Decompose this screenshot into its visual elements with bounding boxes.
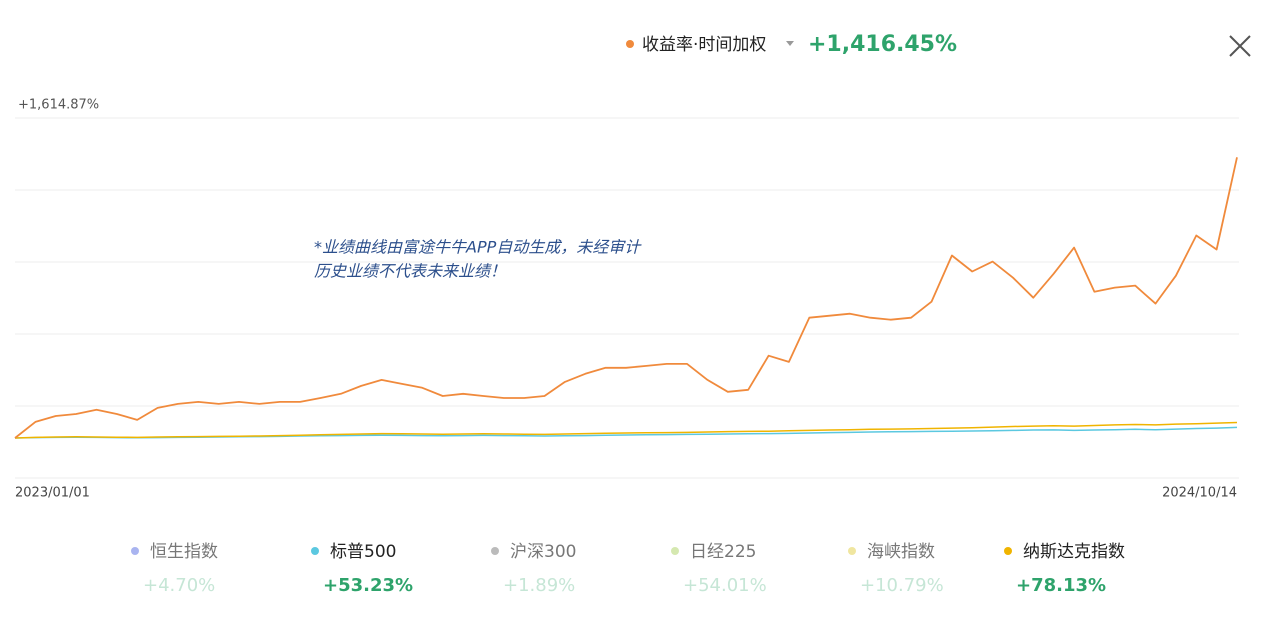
legend-name[interactable]: 海峡指数 [867, 542, 935, 562]
dropdown-arrow[interactable] [786, 41, 794, 46]
legend-name[interactable]: 沪深300 [510, 542, 576, 562]
x-tick-label: 2023/01/01 [15, 486, 90, 501]
legend-name[interactable]: 标普500 [330, 542, 396, 562]
legend-name[interactable]: 日经225 [690, 542, 756, 562]
y-tick-label: +1,614.87% [18, 98, 99, 113]
legend-return: +10.79% [860, 575, 944, 596]
legend-dot [1004, 547, 1012, 555]
legend-dot [311, 547, 319, 555]
annotation: 历史业绩不代表未来业绩！ [314, 262, 506, 281]
legend-return: +53.23% [323, 575, 413, 596]
legend-return: +4.70% [143, 575, 215, 596]
annotation: *业绩曲线由富途牛牛APP自动生成，未经审计 [314, 238, 642, 257]
legend-name[interactable]: 恒生指数 [150, 542, 218, 562]
legend-name[interactable]: 纳斯达克指数 [1023, 542, 1125, 562]
legend-dot [671, 547, 679, 555]
x-tick-label: 2024/10/14 [1162, 486, 1237, 501]
close-button[interactable] [1229, 35, 1251, 57]
series-line [14, 157, 1238, 439]
header-dot [626, 40, 634, 48]
legend-dot [848, 547, 856, 555]
legend-return: +1.89% [503, 575, 575, 596]
legend-return: +54.01% [683, 575, 767, 596]
header-return: +1,416.45% [808, 32, 957, 57]
header-series-name[interactable]: 收益率·时间加权 [642, 35, 766, 55]
legend-return: +78.13% [1016, 575, 1106, 596]
legend-dot [491, 547, 499, 555]
legend-dot [131, 547, 139, 555]
series-line [14, 421, 1238, 439]
